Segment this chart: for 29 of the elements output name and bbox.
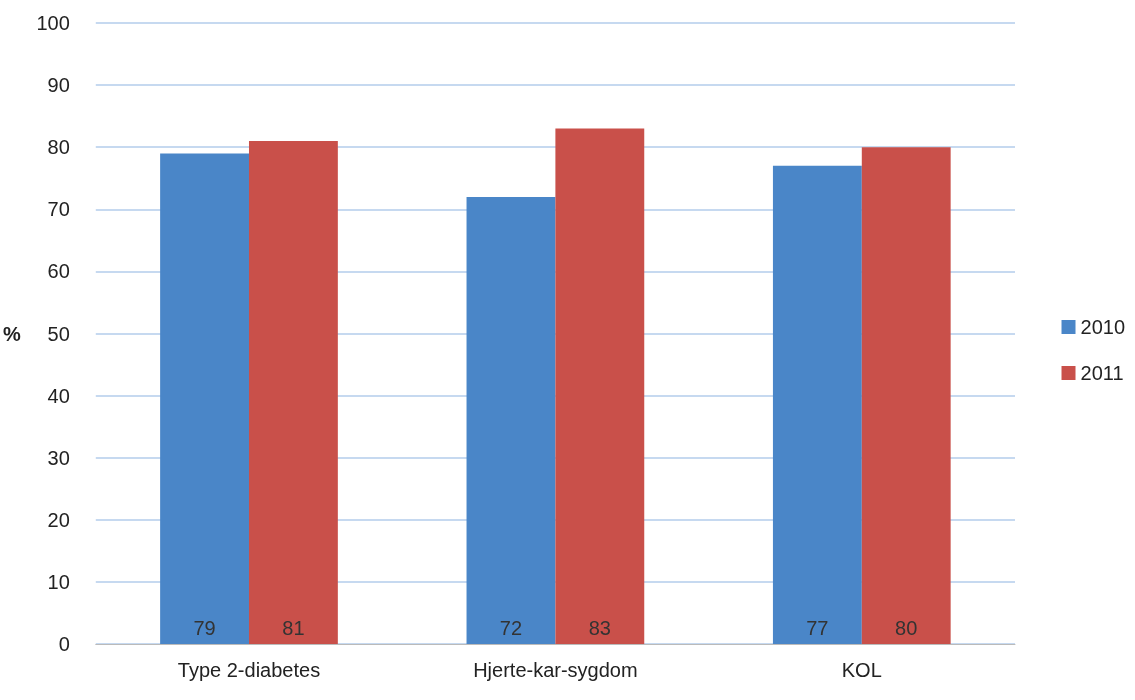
data-label: 77 xyxy=(806,617,829,639)
bar xyxy=(160,153,249,644)
y-tick-label: 70 xyxy=(47,198,70,221)
legend-label: 2011 xyxy=(1080,362,1124,384)
y-tick-label: 90 xyxy=(47,74,70,97)
data-label: 72 xyxy=(499,617,523,639)
data-label: 83 xyxy=(588,617,611,639)
y-tick-label: 10 xyxy=(47,570,70,593)
x-tick-label: Hjerte-kar-sygdom xyxy=(473,659,638,681)
x-tick-label: Type 2-diabetes xyxy=(177,659,321,681)
y-tick-label: 20 xyxy=(47,508,70,531)
bar xyxy=(861,147,951,644)
y-tick-label: 100 xyxy=(36,12,70,34)
y-tick-label: 60 xyxy=(47,260,70,283)
y-tick-label: 30 xyxy=(47,446,70,469)
bar xyxy=(772,165,862,644)
y-tick-label: 80 xyxy=(47,136,70,159)
legend-label: 2010 xyxy=(1080,316,1126,338)
x-tick-label: KOL xyxy=(841,659,882,681)
data-label: 79 xyxy=(193,617,216,639)
bar xyxy=(248,140,338,644)
y-tick-label: 0 xyxy=(58,633,70,655)
data-label: 81 xyxy=(282,617,305,639)
bar xyxy=(466,196,556,644)
y-tick-label: 50 xyxy=(47,322,70,345)
bar xyxy=(555,128,645,644)
y-tick-label: 40 xyxy=(47,384,70,407)
y-axis-title: % xyxy=(2,322,21,345)
data-label: 80 xyxy=(895,617,918,639)
